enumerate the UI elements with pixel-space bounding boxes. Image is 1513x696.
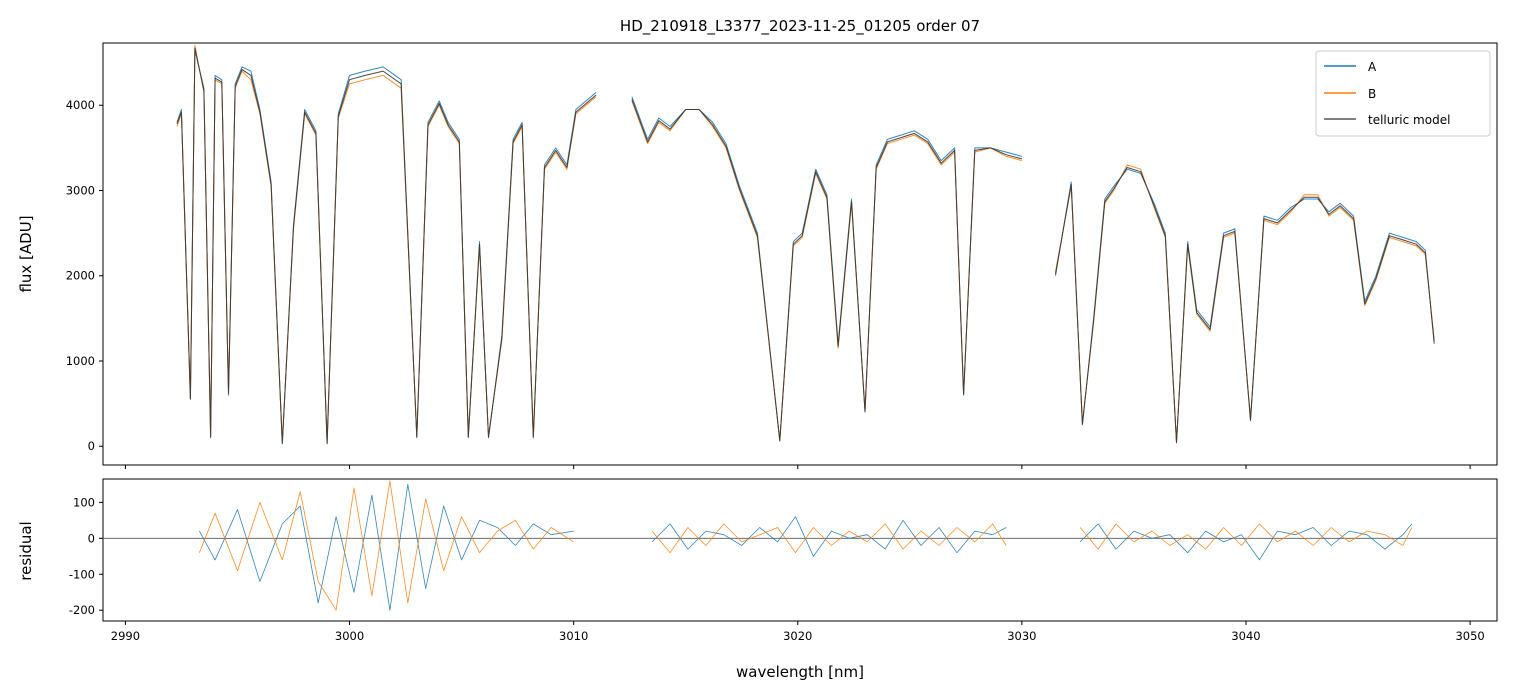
y-tick-label: 100 xyxy=(73,495,95,509)
x-axis-label: wavelength [nm] xyxy=(736,663,864,681)
x-tick-label: 3010 xyxy=(559,629,588,643)
y-tick-label: -200 xyxy=(69,603,95,617)
flux-y-axis-label: flux [ADU] xyxy=(17,215,35,292)
legend: A B telluric model xyxy=(1315,50,1491,137)
x-tick-label: 3000 xyxy=(335,629,364,643)
y-tick-label: 1000 xyxy=(66,354,95,368)
x-tick-label: 3020 xyxy=(783,629,812,643)
y-tick-label: 0 xyxy=(88,531,95,545)
series-line-b xyxy=(176,45,1435,444)
flux-axes-frame xyxy=(102,42,1498,466)
series-line-a xyxy=(176,49,1435,445)
residual-series xyxy=(199,480,1413,611)
flux-panel: 0 1000 2000 3000 4000 flux [ADU] A B telluri… xyxy=(17,42,1498,469)
y-tick-label: 4000 xyxy=(66,98,95,112)
flux-y-ticks: 0 1000 2000 3000 4000 xyxy=(66,98,103,453)
x-tick-label: 3040 xyxy=(1231,629,1260,643)
residual-y-axis-label: residual xyxy=(17,521,35,580)
residual-panel: -200 -100 0 100 2990 3000 3010 3020 3030 3040 305… xyxy=(17,478,1498,681)
legend-label-b: B xyxy=(1368,87,1376,101)
series-line-b xyxy=(199,480,1413,611)
flux-series xyxy=(176,45,1435,445)
x-tick-label: 2990 xyxy=(111,629,140,643)
x-tick-label: 3030 xyxy=(1007,629,1036,643)
y-tick-label: 2000 xyxy=(66,269,95,283)
chart-title: HD_210918_L3377_2023-11-25_01205 order 0… xyxy=(620,17,980,36)
series-line-a xyxy=(199,484,1413,611)
series-line-telluric-model xyxy=(176,47,1435,444)
y-tick-label: 0 xyxy=(88,439,95,453)
legend-label-model: telluric model xyxy=(1368,113,1450,127)
residual-y-ticks: -200 -100 0 100 xyxy=(69,495,103,617)
legend-label-a: A xyxy=(1368,60,1377,74)
residual-axes-frame xyxy=(102,478,1498,622)
residual-x-ticks: 2990 3000 3010 3020 3030 3040 3050 xyxy=(111,621,1485,643)
y-tick-label: -100 xyxy=(69,567,95,581)
x-tick-label: 3050 xyxy=(1455,629,1484,643)
y-tick-label: 3000 xyxy=(66,183,95,197)
legend-box xyxy=(1315,50,1491,137)
flux-x-ticks xyxy=(124,465,1471,469)
